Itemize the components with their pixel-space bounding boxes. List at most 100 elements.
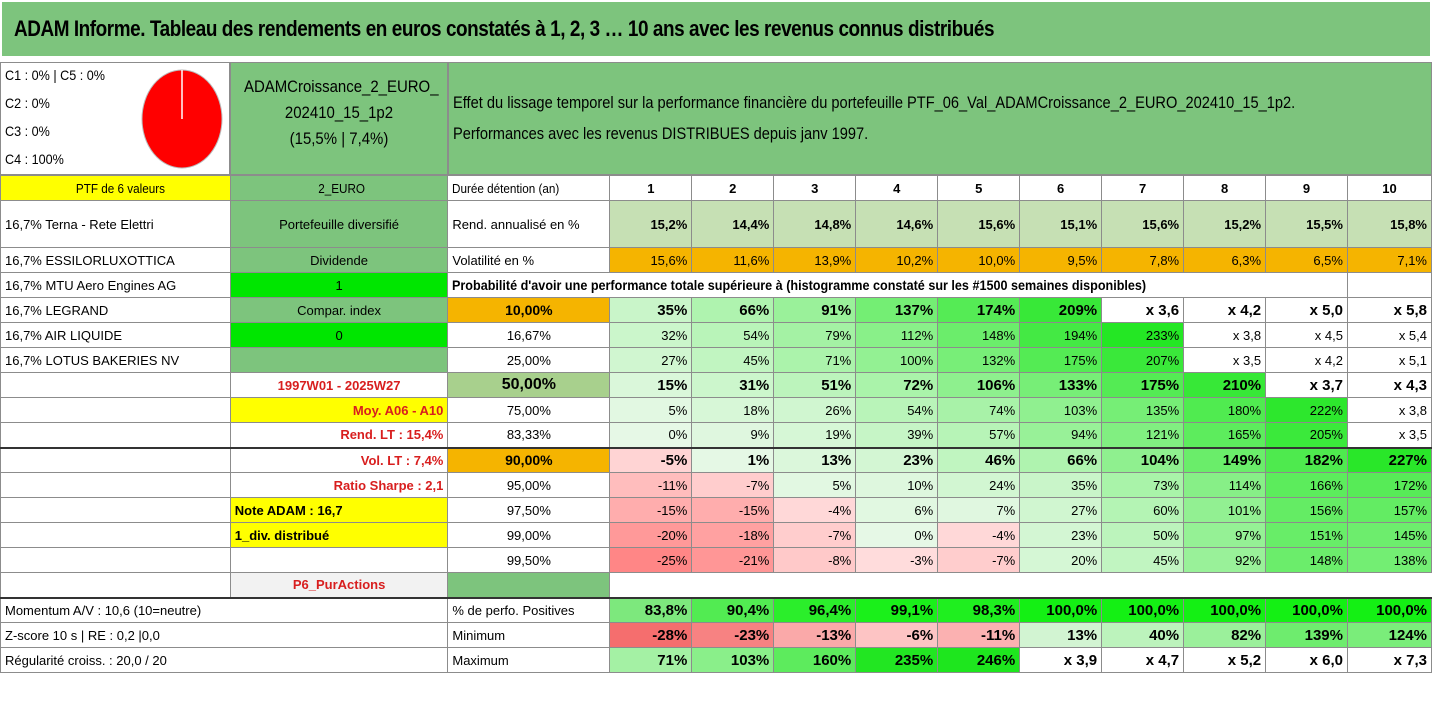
prob-value: 66% <box>691 297 775 323</box>
empty-cell <box>692 573 774 598</box>
prob-row: Moy. A06 - A10 75,00% 5% 18% 26% 54% 74% 103% 13… <box>0 397 1432 423</box>
summary-left-label: Z-score 10 s | RE : 0,2 |0,0 <box>0 622 449 648</box>
class-box: C1 : 0% | C5 : 0% C2 : 0% C3 : 0% C4 : 1… <box>0 62 230 175</box>
description-line-1: Effet du lissage temporel sur la perform… <box>453 93 1296 112</box>
holding-5: 16,7% AIR LIQUIDE <box>0 322 231 348</box>
holding-4: 16,7% LEGRAND <box>0 297 231 323</box>
side-info-3: 1 <box>229 272 449 298</box>
period-label: 1997W01 - 2025W27 <box>229 372 449 398</box>
prob-value: 157% <box>1346 497 1432 523</box>
prob-value: 45% <box>691 347 775 373</box>
prob-threshold: 16,67% <box>447 322 611 348</box>
prob-value: x 3,8 <box>1183 322 1267 348</box>
empty-left-cell <box>0 422 231 448</box>
moy-label: Moy. A06 - A10 <box>229 397 449 423</box>
prob-value: 23% <box>1019 522 1103 548</box>
summary-row: Momentum A/V : 10,6 (10=neutre)% de perf… <box>0 596 1432 623</box>
side-info-4: Compar. index <box>229 297 449 323</box>
holding-3: 16,7% MTU Aero Engines AG <box>0 272 231 298</box>
summary-value: 246% <box>937 647 1021 673</box>
summary-value: 13% <box>1019 622 1103 648</box>
prob-threshold: 90,00% <box>447 446 611 473</box>
vol-value: 13,9% <box>773 247 857 273</box>
prob-threshold: 83,33% <box>447 422 611 448</box>
prob-value: 35% <box>609 297 693 323</box>
prob-value: 72% <box>855 372 939 398</box>
prob-value: 210% <box>1183 372 1267 398</box>
year-4: 4 <box>855 175 939 201</box>
empty-left-cell <box>0 547 231 573</box>
prob-value: x 5,1 <box>1346 347 1432 373</box>
summary-label: Minimum <box>447 622 611 648</box>
prob-value: 0% <box>609 422 693 448</box>
class-line-1: C1 : 0% | C5 : 0% <box>5 67 105 83</box>
fund-stats: (15,5% | 7,4%) <box>289 129 389 148</box>
prob-value: 32% <box>609 322 693 348</box>
prob-value: 114% <box>1183 472 1267 498</box>
prob-threshold: 97,50% <box>447 497 611 523</box>
prob-value: x 3,7 <box>1265 372 1348 398</box>
ptf-label: PTF de 6 valeurs <box>0 175 231 201</box>
prob-value: x 4,2 <box>1265 347 1348 373</box>
prob-value: 35% <box>1019 472 1103 498</box>
summary-value: -6% <box>855 622 939 648</box>
rend-value: 15,2% <box>1183 200 1267 248</box>
prob-value: 9% <box>691 422 775 448</box>
prob-value: 13% <box>773 446 857 473</box>
prob-value: -18% <box>691 522 775 548</box>
description-line-2: Performances avec les revenus DISTRIBUES… <box>453 124 869 143</box>
summary-value: 98,3% <box>937 596 1021 623</box>
prob-value: -15% <box>691 497 775 523</box>
prob-title: Probabilité d'avoir une performance tota… <box>447 272 1266 298</box>
prob-value: 121% <box>1101 422 1185 448</box>
note-label: Note ADAM : 16,7 <box>229 497 449 523</box>
rend-value: 15,2% <box>609 200 693 248</box>
summary-value: -23% <box>691 622 775 648</box>
year-3: 3 <box>773 175 857 201</box>
prob-value: 94% <box>1019 422 1103 448</box>
prob-value: x 3,6 <box>1101 297 1185 323</box>
fund-name-line-2: 202410_15_1p2 <box>284 103 394 122</box>
empty-left-cell <box>0 472 231 498</box>
returns-table: PTF de 6 valeurs 2_EURO Durée détention … <box>0 175 1432 673</box>
year-10: 10 <box>1346 175 1432 201</box>
prob-value: 15% <box>609 372 693 398</box>
empty-cell <box>1347 573 1431 598</box>
holding-1: 16,7% Terna - Rete Elettri <box>0 200 231 248</box>
prob-value: 133% <box>1019 372 1103 398</box>
empty-left-cell <box>0 497 231 523</box>
prob-value: 103% <box>1019 397 1103 423</box>
empty-cell <box>229 547 449 573</box>
vol-value: 7,8% <box>1101 247 1185 273</box>
prob-value: 233% <box>1101 322 1185 348</box>
prob-threshold: 99,50% <box>447 547 611 573</box>
summary-value: 83,8% <box>609 596 693 623</box>
prob-value: 24% <box>937 472 1021 498</box>
prob-value: 46% <box>937 446 1021 473</box>
prob-value: 209% <box>1019 297 1103 323</box>
year-6: 6 <box>1019 175 1103 201</box>
prob-value: 20% <box>1019 547 1103 573</box>
summary-value: 100,0% <box>1101 596 1185 623</box>
empty-left-cell <box>0 397 231 423</box>
empty-left-cell <box>0 572 231 598</box>
prob-value: 45% <box>1101 547 1185 573</box>
summary-value: 235% <box>855 647 939 673</box>
summary-left-label: Régularité croiss. : 20,0 / 20 <box>0 647 449 673</box>
class-line-3: C3 : 0% <box>5 123 50 139</box>
prob-value: 19% <box>773 422 857 448</box>
prob-value: x 5,4 <box>1346 322 1432 348</box>
class-line-4: C4 : 100% <box>5 151 64 167</box>
prob-value: 73% <box>1101 472 1185 498</box>
sharpe-label: Ratio Sharpe : 2,1 <box>229 472 449 498</box>
prob-value: 166% <box>1265 472 1348 498</box>
prob-row: Note ADAM : 16,7 97,50% -15% -15% -4% 6% 7% 27%… <box>0 497 1432 523</box>
prob-value: 5% <box>609 397 693 423</box>
fund-name-line-1: ADAMCroissance_2_EURO_ <box>243 77 439 96</box>
side-info-5: 0 <box>229 322 449 348</box>
prob-value: 149% <box>1183 446 1267 473</box>
summary-value: 139% <box>1265 622 1348 648</box>
prob-value: 148% <box>937 322 1021 348</box>
prob-value: 138% <box>1346 547 1432 573</box>
vol-value: 11,6% <box>691 247 775 273</box>
